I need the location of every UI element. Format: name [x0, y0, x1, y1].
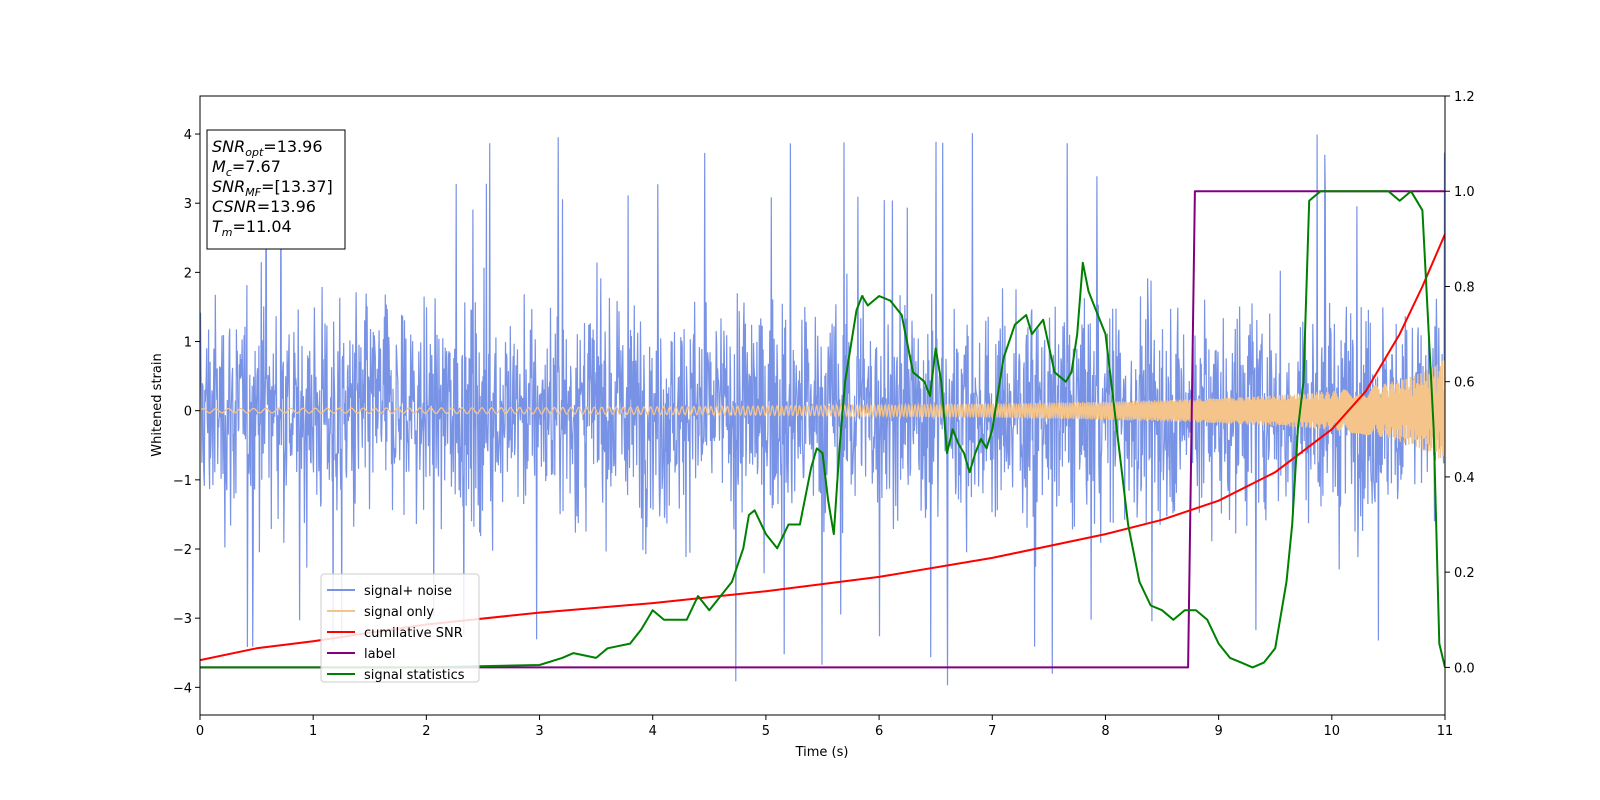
x-tick-label: 0 [196, 724, 204, 739]
x-tick-label: 6 [875, 724, 883, 739]
series-signal-only [200, 360, 1445, 459]
y-tick-label: −3 [173, 612, 192, 627]
x-axis: 0 1 2 3 4 5 6 7 8 9 10 11 [196, 715, 1453, 739]
x-axis-label: Time (s) [795, 745, 849, 760]
y2-tick-label: 1.0 [1454, 185, 1475, 200]
y2-tick-label: 1.2 [1454, 90, 1475, 105]
x-tick-label: 10 [1324, 724, 1341, 739]
y-tick-label: 1 [184, 336, 192, 351]
y2-tick-label: 0.0 [1454, 661, 1475, 676]
x-tick-label: 2 [422, 724, 430, 739]
info-box-frame [206, 129, 346, 250]
info-box: SNRopt=13.96Mc=7.67SNRMF=[13.37]CSNR=13.… [206, 129, 346, 250]
plot-frame [199, 95, 1446, 716]
y2-tick-label: 0.4 [1454, 471, 1475, 486]
legend-label: signal only [364, 605, 434, 620]
info-box-line: Mc=7.67 [212, 157, 281, 179]
y2-tick-label: 0.2 [1454, 566, 1475, 581]
x-tick-label: 3 [535, 724, 543, 739]
legend-frame [320, 573, 480, 683]
x-tick-label: 4 [649, 724, 657, 739]
y2-tick-label: 0.6 [1454, 376, 1475, 391]
info-box-line: SNRMF=[13.37] [212, 177, 333, 199]
legend-label: signal+ noise [364, 584, 452, 599]
info-box-line: SNRopt=13.96 [212, 137, 323, 159]
series-signal-noise [200, 129, 1445, 686]
x-tick-label: 5 [762, 724, 770, 739]
x-tick-label: 1 [309, 724, 317, 739]
y-tick-label: 3 [184, 197, 192, 212]
y-axis-left: −4 −3 −2 −1 0 1 2 3 4 [173, 128, 200, 696]
y-tick-label: 2 [184, 266, 192, 281]
x-tick-label: 11 [1437, 724, 1454, 739]
y-axis-right: 0.0 0.2 0.4 0.6 0.8 1.0 1.2 [1445, 90, 1475, 676]
legend-label: cumilative SNR [364, 626, 463, 641]
x-tick-label: 8 [1101, 724, 1109, 739]
x-tick-label: 7 [988, 724, 996, 739]
legend-label: signal statistics [364, 668, 465, 683]
y-tick-label: 4 [184, 128, 192, 143]
y-tick-label: −2 [173, 543, 192, 558]
x-tick-label: 9 [1214, 724, 1222, 739]
series-signal-statistics [200, 190, 1445, 669]
y2-tick-label: 0.8 [1454, 280, 1475, 295]
y-tick-label: −4 [173, 681, 192, 696]
y-axis-label: Whitened strain [150, 353, 165, 456]
info-box-line: Tm=11.04 [212, 217, 292, 239]
legend-label: label [364, 647, 395, 662]
y-tick-label: 0 [184, 405, 192, 420]
legend: signal+ noise signal only cumilative SNR la… [320, 573, 480, 683]
info-box-line: CSNR=13.96 [212, 197, 316, 216]
y-tick-label: −1 [173, 474, 192, 489]
